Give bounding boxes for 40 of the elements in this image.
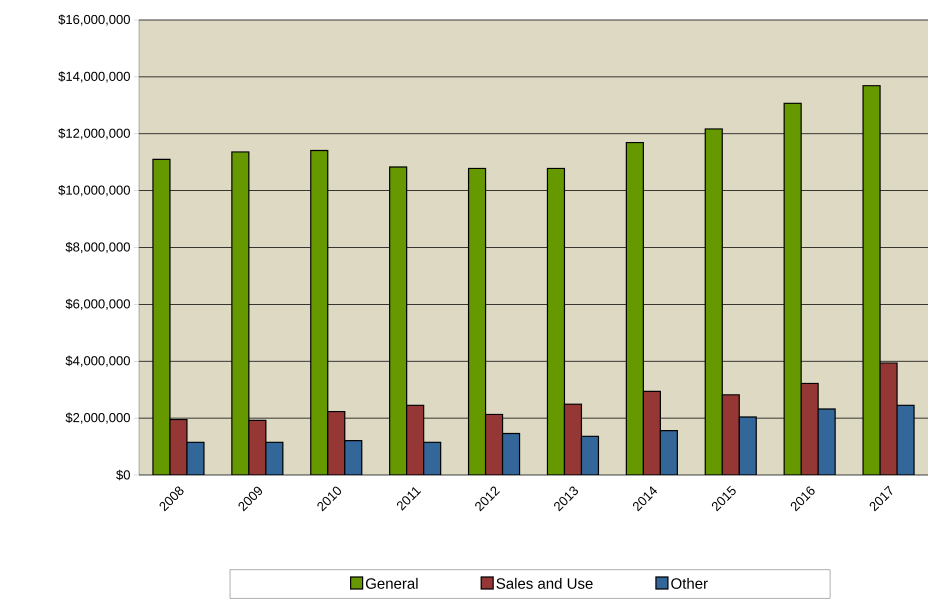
bar — [152, 159, 170, 475]
bar — [547, 168, 564, 475]
y-tick-label: $4,000,000 — [66, 356, 130, 367]
legend-label: Other — [671, 578, 708, 589]
bar — [266, 442, 283, 475]
bar — [486, 414, 503, 475]
bar — [564, 404, 582, 475]
bar — [310, 150, 328, 475]
y-tick-label: $14,000,000 — [58, 71, 130, 83]
y-tick-label: $2,000,000 — [66, 412, 130, 424]
bar — [170, 420, 187, 475]
bar — [626, 142, 644, 475]
y-tick-label: $0 — [116, 470, 130, 480]
bar — [722, 394, 740, 475]
bar — [248, 420, 266, 475]
bar — [879, 362, 898, 475]
legend-label: General — [366, 578, 418, 589]
bar — [328, 412, 345, 475]
bar — [660, 430, 678, 475]
bar — [784, 103, 802, 475]
bar — [862, 85, 881, 475]
y-tick-label: $6,000,000 — [66, 298, 130, 310]
y-tick-label: $10,000,000 — [58, 184, 130, 196]
bar — [390, 167, 407, 475]
bar — [643, 391, 660, 475]
bar — [896, 404, 915, 475]
legend-label: Sales and Use — [496, 578, 593, 589]
bar — [186, 442, 204, 475]
y-tick-label: $16,000,000 — [58, 14, 130, 26]
y-tick-label: $12,000,000 — [58, 128, 130, 140]
bar — [406, 405, 424, 475]
bar — [739, 416, 756, 475]
bar — [705, 128, 722, 475]
bar — [502, 433, 520, 475]
bar — [801, 383, 818, 475]
y-tick-label: $8,000,000 — [66, 242, 130, 254]
bar — [468, 168, 486, 475]
bar — [581, 436, 598, 475]
bar — [232, 152, 249, 475]
bar — [818, 409, 836, 475]
